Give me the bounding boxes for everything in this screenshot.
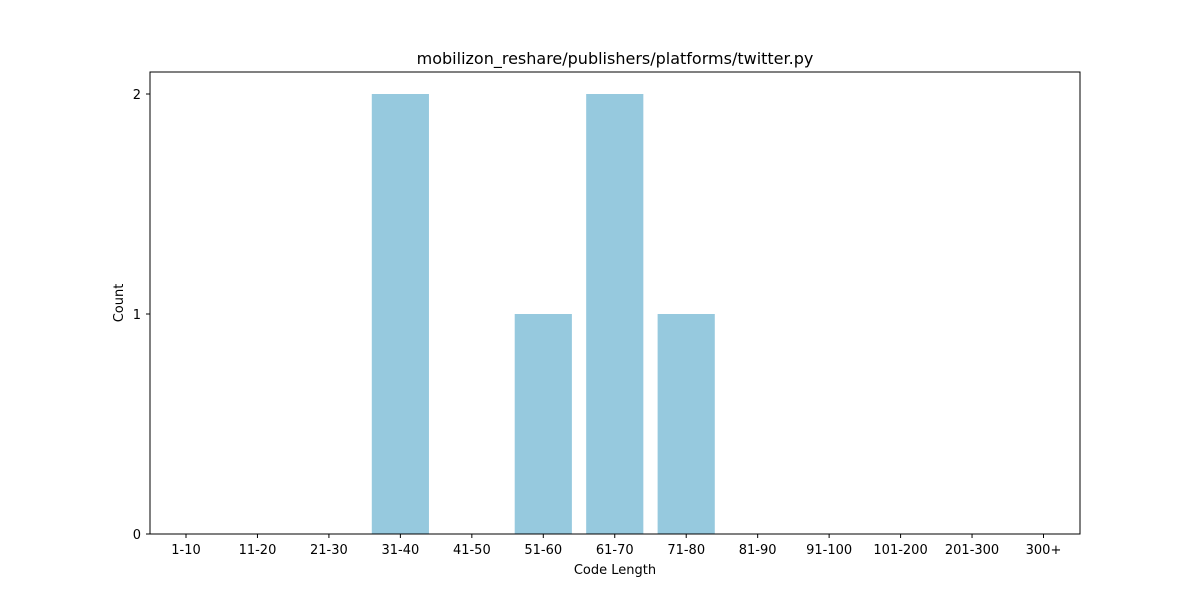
- bar-61-70: [586, 94, 644, 534]
- chart-title: mobilizon_reshare/publishers/platforms/t…: [417, 49, 814, 69]
- x-tick-label: 71-80: [667, 543, 705, 558]
- x-tick-label: 201-300: [945, 543, 999, 558]
- x-tick-label: 21-30: [310, 543, 348, 558]
- x-tick-label: 41-50: [453, 543, 491, 558]
- bar-31-40: [371, 94, 429, 534]
- x-tick-label: 81-90: [739, 543, 777, 558]
- x-ticks: 1-10 11-20 21-30 31-40 41-50 51-60 61-70 71-80 8…: [171, 534, 1061, 558]
- bar-51-60: [514, 314, 572, 534]
- x-tick-label: 300+: [1026, 543, 1062, 558]
- x-tick-label: 61-70: [596, 543, 634, 558]
- bar-71-80: [657, 314, 715, 534]
- y-tick-label: 2: [133, 88, 141, 103]
- y-tick-label: 0: [133, 528, 141, 543]
- x-tick-label: 51-60: [524, 543, 562, 558]
- x-axis-label: Code Length: [574, 563, 656, 578]
- plot-frame: [149, 71, 1081, 535]
- y-tick-label: 1: [133, 308, 141, 323]
- x-tick-label: 31-40: [381, 543, 419, 558]
- y-axis-label: Count: [112, 284, 127, 323]
- x-tick-label: 1-10: [171, 543, 201, 558]
- bars-layer: [371, 94, 715, 534]
- x-tick-label: 11-20: [239, 543, 277, 558]
- x-tick-label: 91-100: [806, 543, 852, 558]
- x-tick-label: 101-200: [873, 543, 927, 558]
- y-ticks: 0 1 2: [133, 88, 150, 543]
